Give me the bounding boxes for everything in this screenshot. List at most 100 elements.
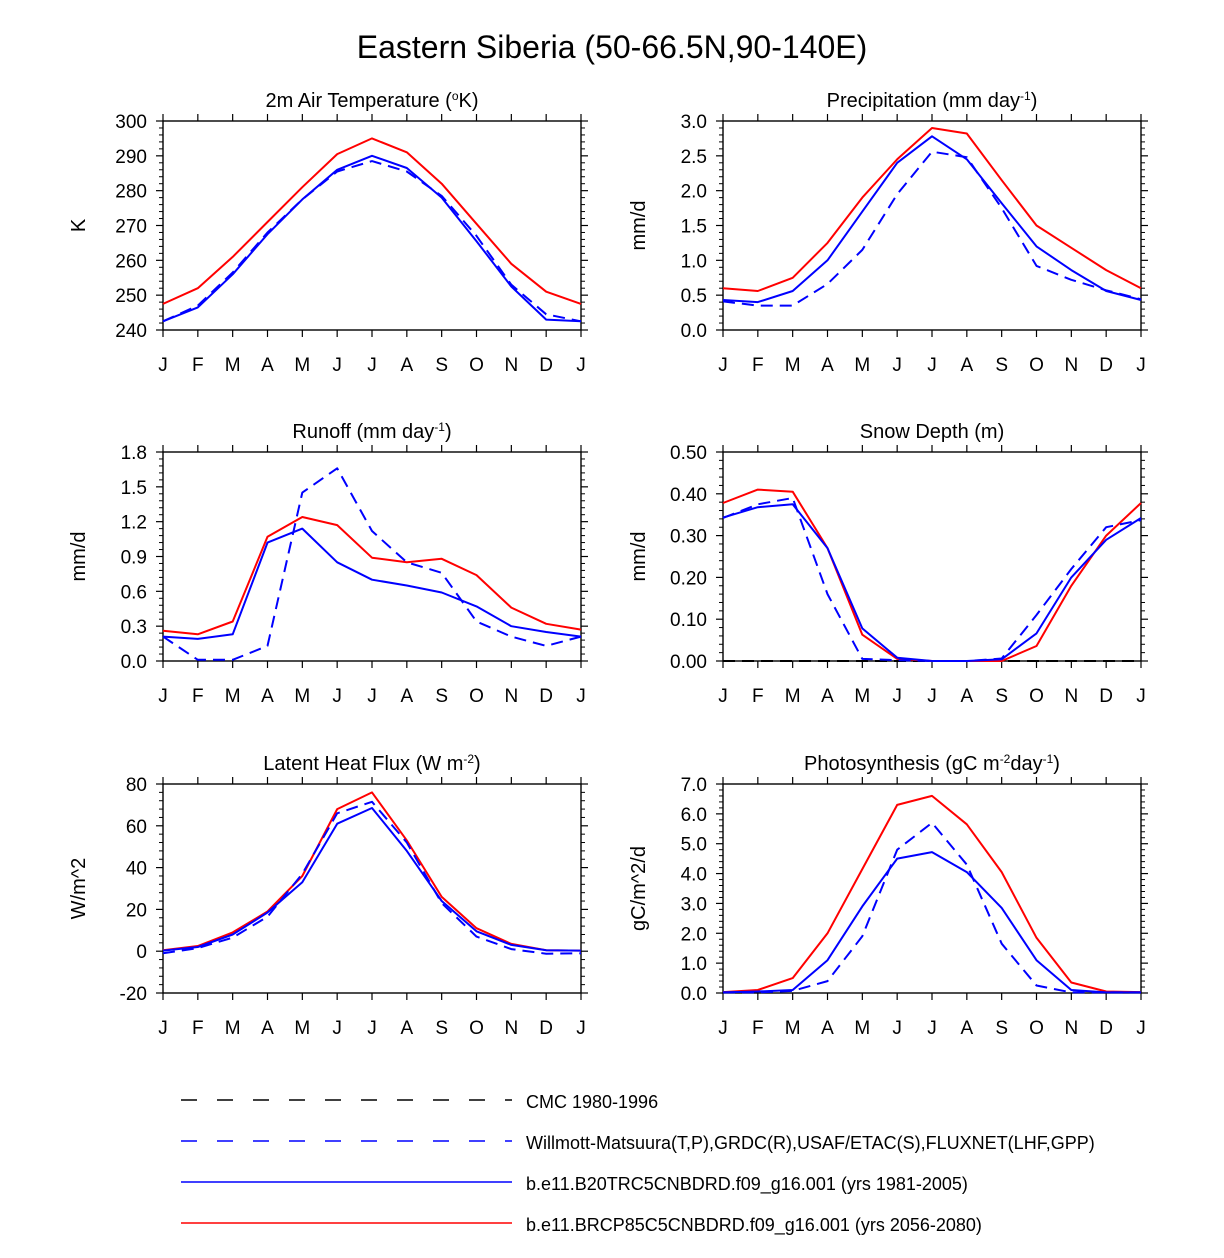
x-tick-label: M bbox=[854, 1018, 870, 1039]
y-tick-label: 290 bbox=[115, 147, 147, 168]
y-tick-label: 1.5 bbox=[681, 217, 707, 238]
x-tick-label: F bbox=[192, 686, 204, 707]
x-tick-label: J bbox=[892, 355, 902, 376]
x-tick-label: O bbox=[469, 1018, 484, 1039]
y-tick-label: 0.0 bbox=[681, 321, 707, 342]
series-line bbox=[162, 807, 582, 952]
y-tick-label: 0.5 bbox=[681, 286, 707, 307]
chart-title: Precipitation (mm day-1) bbox=[827, 89, 1038, 112]
y-tick-label: 280 bbox=[115, 182, 147, 203]
x-tick-label: A bbox=[400, 355, 413, 376]
x-tick-label: A bbox=[960, 355, 973, 376]
x-tick-label: J bbox=[367, 686, 377, 707]
x-tick-label: A bbox=[400, 686, 413, 707]
x-tick-label: J bbox=[158, 1018, 168, 1039]
plot-frame bbox=[162, 783, 582, 994]
y-tick-label: 1.5 bbox=[121, 478, 147, 499]
y-tick-label: 240 bbox=[115, 321, 147, 342]
y-tick-label: 6.0 bbox=[681, 805, 707, 826]
y-tick-label: 260 bbox=[115, 251, 147, 272]
x-tick-label: F bbox=[752, 686, 764, 707]
x-tick-label: A bbox=[821, 686, 834, 707]
y-tick-label: 80 bbox=[126, 775, 147, 796]
y-tick-label: 0.20 bbox=[670, 568, 707, 589]
x-tick-label: M bbox=[294, 1018, 310, 1039]
x-tick-label: J bbox=[1136, 1018, 1146, 1039]
series-line bbox=[162, 800, 582, 955]
x-tick-label: J bbox=[158, 355, 168, 376]
chart-title: Runoff (mm day-1) bbox=[292, 420, 451, 443]
y-tick-label: 0.30 bbox=[670, 527, 707, 548]
x-tick-label: M bbox=[225, 1018, 241, 1039]
y-tick-label: 0.9 bbox=[121, 548, 147, 569]
x-tick-label: S bbox=[995, 355, 1008, 376]
y-tick-label: 0.50 bbox=[670, 443, 707, 464]
plot-frame bbox=[722, 451, 1142, 662]
x-tick-label: J bbox=[927, 355, 937, 376]
x-tick-label: J bbox=[927, 1018, 937, 1039]
x-tick-label: O bbox=[469, 686, 484, 707]
x-tick-label: N bbox=[1064, 686, 1078, 707]
series-line bbox=[722, 135, 1142, 304]
y-tick-label: 0.3 bbox=[121, 617, 147, 638]
x-tick-label: D bbox=[1099, 355, 1113, 376]
x-tick-label: M bbox=[294, 355, 310, 376]
series-line bbox=[722, 794, 1142, 994]
y-axis-label: gC/m^2/d bbox=[628, 846, 650, 931]
x-tick-label: D bbox=[539, 355, 553, 376]
series-line bbox=[162, 516, 582, 636]
chart-title: Snow Depth (m) bbox=[860, 421, 1005, 443]
y-tick-label: 270 bbox=[115, 217, 147, 238]
y-tick-label: 250 bbox=[115, 286, 147, 307]
series-line bbox=[722, 497, 1142, 662]
x-tick-label: J bbox=[332, 1018, 342, 1039]
series-line bbox=[722, 488, 1142, 662]
x-tick-label: M bbox=[294, 686, 310, 707]
y-tick-label: -20 bbox=[120, 984, 147, 1005]
x-tick-label: M bbox=[785, 1018, 801, 1039]
x-tick-label: F bbox=[192, 1018, 204, 1039]
x-tick-label: A bbox=[960, 1018, 973, 1039]
y-tick-label: 0.0 bbox=[121, 652, 147, 673]
x-tick-label: J bbox=[892, 686, 902, 707]
legend-label: CMC 1980-1996 bbox=[526, 1092, 658, 1112]
y-tick-label: 2.5 bbox=[681, 147, 707, 168]
y-tick-label: 2.0 bbox=[681, 924, 707, 945]
x-tick-label: N bbox=[1064, 1018, 1078, 1039]
x-tick-label: N bbox=[504, 686, 518, 707]
y-tick-label: 7.0 bbox=[681, 775, 707, 796]
x-tick-label: S bbox=[435, 686, 448, 707]
y-tick-label: 300 bbox=[115, 112, 147, 133]
x-tick-label: J bbox=[158, 686, 168, 707]
y-axis-label: mm/d bbox=[68, 532, 90, 582]
chart-title: Latent Heat Flux (W m-2) bbox=[263, 752, 480, 775]
y-tick-label: 0.00 bbox=[670, 652, 707, 673]
x-tick-label: N bbox=[1064, 355, 1078, 376]
x-tick-label: O bbox=[1029, 686, 1044, 707]
x-tick-label: A bbox=[821, 1018, 834, 1039]
x-tick-label: J bbox=[718, 355, 728, 376]
x-tick-label: S bbox=[435, 355, 448, 376]
x-tick-label: J bbox=[576, 355, 586, 376]
y-tick-label: 20 bbox=[126, 900, 147, 921]
series-line bbox=[162, 527, 582, 640]
x-tick-label: J bbox=[718, 686, 728, 707]
x-tick-label: J bbox=[892, 1018, 902, 1039]
y-tick-label: 1.0 bbox=[681, 954, 707, 975]
series-line bbox=[722, 503, 1142, 662]
x-tick-label: M bbox=[854, 355, 870, 376]
x-tick-label: A bbox=[821, 355, 834, 376]
x-tick-label: D bbox=[1099, 1018, 1113, 1039]
series-line bbox=[162, 154, 582, 323]
chart-panel-3: 0.00.30.60.91.21.51.8J F M A M J J A S O N D JRunoff… bbox=[68, 420, 588, 707]
legend-label: b.e11.BRCP85C5CNBDRD.f09_g16.001 (yrs 20… bbox=[526, 1215, 982, 1236]
x-tick-label: F bbox=[752, 1018, 764, 1039]
y-tick-label: 60 bbox=[126, 817, 147, 838]
x-tick-label: J bbox=[1136, 355, 1146, 376]
y-tick-label: 0.40 bbox=[670, 485, 707, 506]
plot-frame bbox=[722, 120, 1142, 331]
